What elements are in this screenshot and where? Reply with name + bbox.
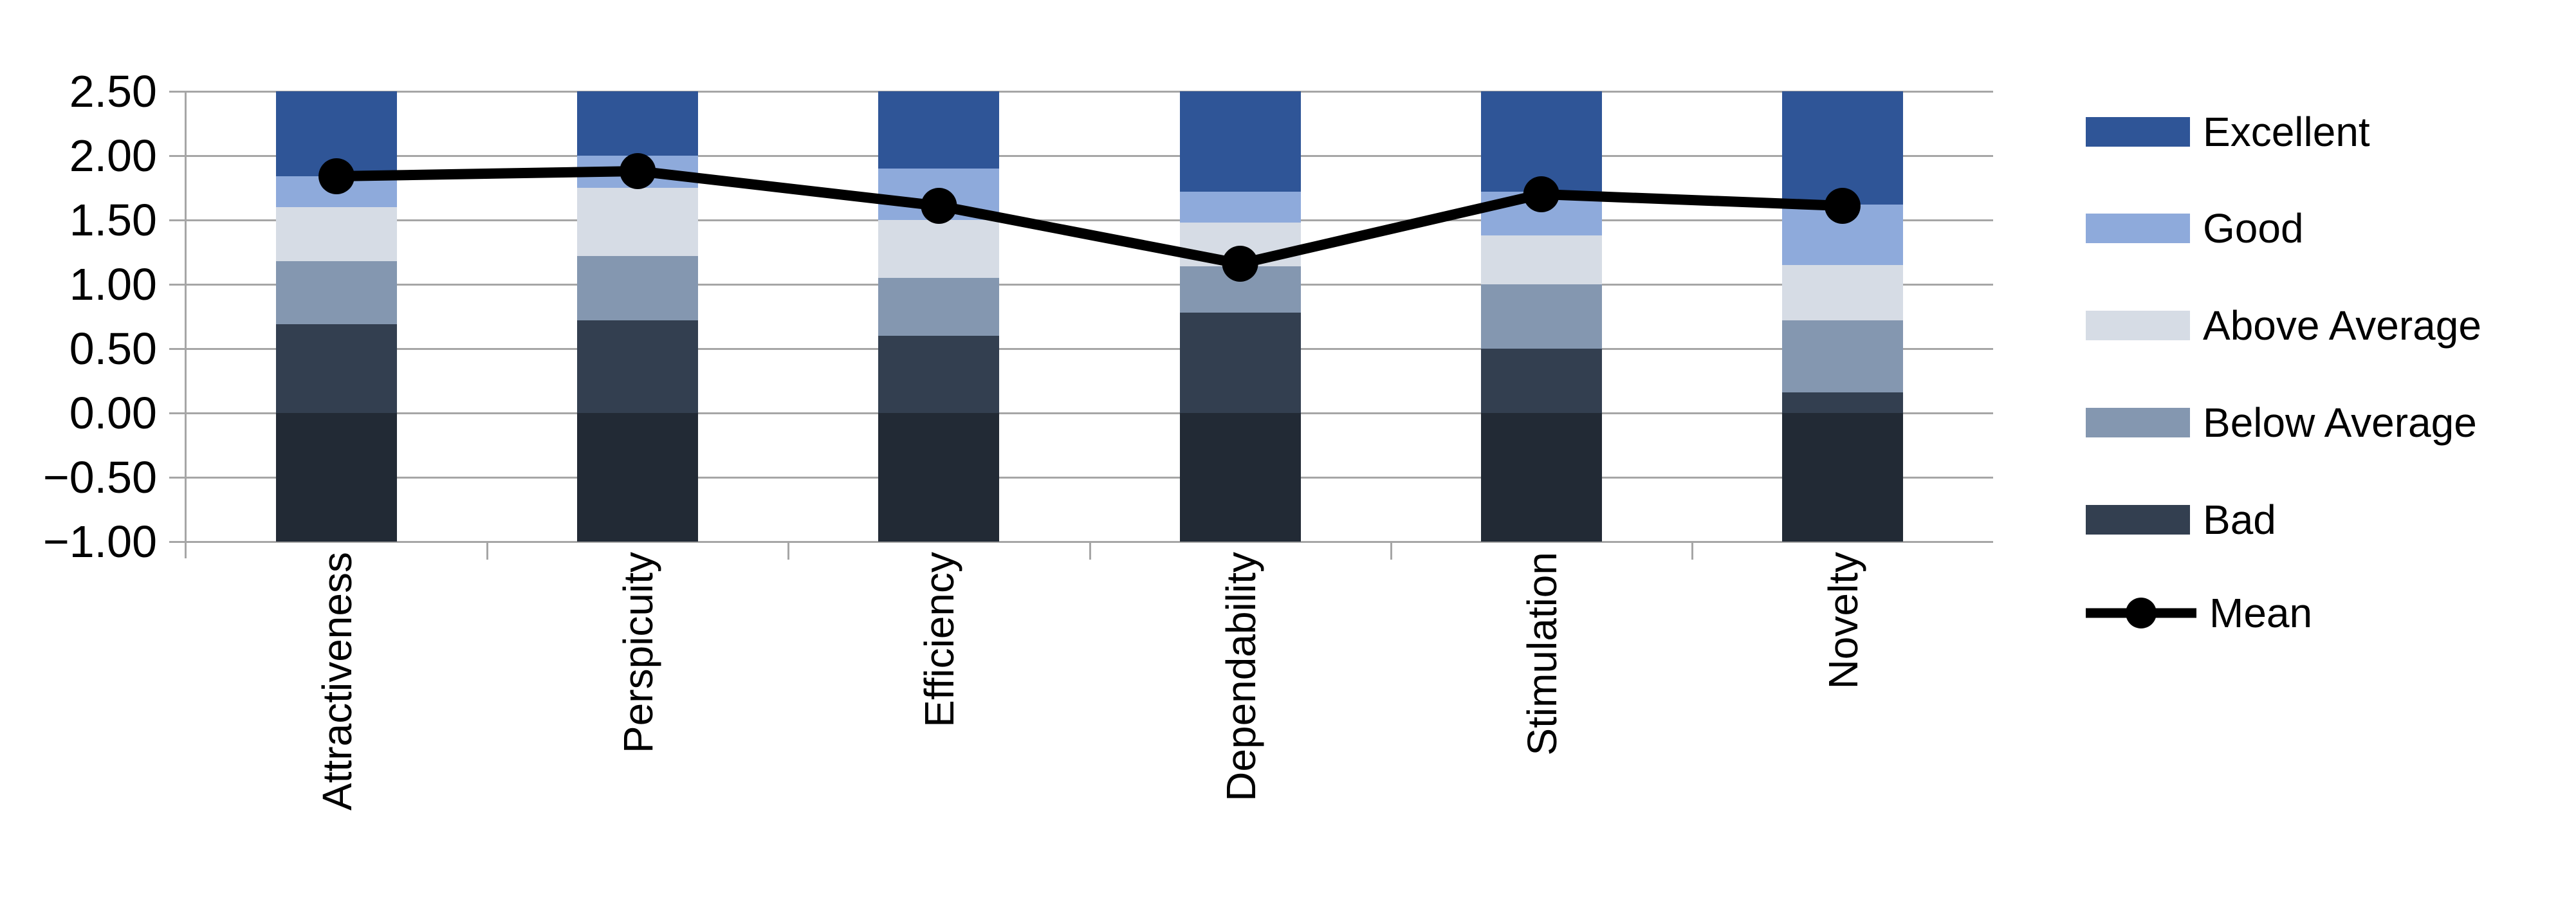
y-tick-label: 2.00 bbox=[69, 131, 157, 181]
bar-segment-base bbox=[577, 413, 699, 542]
x-axis-tick bbox=[787, 542, 790, 560]
x-axis-tick bbox=[1089, 542, 1091, 560]
bar-segment-base bbox=[1781, 413, 1903, 542]
bar-segment-excellent bbox=[1480, 91, 1602, 192]
bar-segment-excellent bbox=[1781, 91, 1903, 205]
category-label-stimulation: Stimulation bbox=[1518, 552, 1565, 756]
bar-attractiveness bbox=[276, 91, 398, 542]
bar-segment-base bbox=[276, 413, 398, 542]
legend-entry-below-average: Below Average bbox=[2086, 398, 2477, 447]
legend-label: Excellent bbox=[2203, 109, 2370, 155]
bar-segment-below_average bbox=[878, 278, 1000, 336]
mean-line-layer bbox=[318, 153, 1861, 282]
y-tick-label: −1.00 bbox=[42, 517, 157, 567]
category-label-novelty: Novelty bbox=[1819, 552, 1866, 690]
bar-segment-below_average bbox=[577, 256, 699, 320]
legend-swatch-icon bbox=[2086, 117, 2190, 147]
legend-swatch-icon bbox=[2086, 311, 2190, 340]
y-axis-line bbox=[185, 91, 187, 558]
bar-segment-bad bbox=[1179, 313, 1301, 413]
bar-stimulation bbox=[1480, 91, 1602, 542]
gridline-−1.00 bbox=[169, 541, 1993, 543]
bar-segment-bad bbox=[1480, 349, 1602, 413]
y-tick-label: 2.50 bbox=[69, 66, 157, 116]
mean-dot bbox=[1222, 246, 1258, 282]
bar-segment-bad bbox=[577, 320, 699, 413]
y-tick-label: 0.50 bbox=[69, 324, 157, 374]
gridline-2.50 bbox=[169, 91, 1993, 93]
category-label-perspicuity: Perspicuity bbox=[615, 552, 662, 753]
gridline-1.00 bbox=[169, 284, 1993, 286]
bar-segment-excellent bbox=[1179, 91, 1301, 192]
bar-segment-good bbox=[1179, 192, 1301, 223]
mean-dot bbox=[1824, 188, 1861, 224]
y-tick-label: 1.50 bbox=[69, 195, 157, 245]
mean-dot bbox=[921, 188, 957, 224]
legend-mean-marker-icon bbox=[2086, 598, 2196, 628]
legend-label: Below Average bbox=[2203, 399, 2477, 446]
gridline-−0.50 bbox=[169, 477, 1993, 479]
gridline-2.00 bbox=[169, 155, 1993, 157]
bar-segment-excellent bbox=[577, 91, 699, 156]
mean-line bbox=[336, 165, 1843, 270]
legend-swatch-icon bbox=[2086, 505, 2190, 535]
bar-segment-below_average bbox=[1781, 320, 1903, 392]
bar-segment-above_average bbox=[1781, 265, 1903, 320]
legend-label: Above Average bbox=[2203, 302, 2481, 349]
legend-entry-above-average: Above Average bbox=[2086, 301, 2481, 350]
legend-entry-mean: Mean bbox=[2086, 589, 2312, 637]
mean-dot bbox=[620, 153, 656, 189]
plot-area bbox=[169, 91, 1993, 560]
bar-segment-below_average bbox=[276, 261, 398, 324]
bar-efficiency bbox=[878, 91, 1000, 542]
legend-swatch-icon bbox=[2086, 408, 2190, 437]
legend-entry-good: Good bbox=[2086, 204, 2304, 253]
bar-segment-base bbox=[1480, 413, 1602, 542]
bar-novelty bbox=[1781, 91, 1903, 542]
legend-entry-excellent: Excellent bbox=[2086, 107, 2370, 156]
gridline-0.50 bbox=[169, 348, 1993, 350]
bar-segment-bad bbox=[276, 324, 398, 413]
gridline-0.00 bbox=[169, 412, 1993, 414]
bar-segment-above_average bbox=[276, 207, 398, 261]
category-label-dependability: Dependability bbox=[1217, 552, 1264, 802]
legend-label: Bad bbox=[2203, 497, 2276, 543]
bar-segment-below_average bbox=[1480, 284, 1602, 349]
bar-segment-excellent bbox=[878, 91, 1000, 169]
x-axis-tick bbox=[1691, 542, 1693, 560]
bar-dependability bbox=[1179, 91, 1301, 542]
bar-segment-above_average bbox=[878, 220, 1000, 278]
bar-segment-above_average bbox=[577, 188, 699, 256]
x-axis-tick bbox=[1390, 542, 1392, 560]
bar-segment-base bbox=[1179, 413, 1301, 542]
y-tick-label: −0.50 bbox=[42, 452, 157, 502]
mean-dot bbox=[1523, 176, 1559, 212]
bar-segment-bad bbox=[878, 336, 1000, 413]
legend-label: Mean bbox=[2209, 590, 2313, 636]
bar-segment-bad bbox=[1781, 392, 1903, 413]
legend-entry-bad: Bad bbox=[2086, 495, 2276, 544]
x-axis-tick bbox=[486, 542, 489, 560]
y-tick-label: 1.00 bbox=[69, 259, 157, 309]
bar-segment-base bbox=[878, 413, 1000, 542]
mean-dot bbox=[318, 158, 355, 194]
gridline-1.50 bbox=[169, 219, 1993, 221]
legend-label: Good bbox=[2203, 205, 2304, 252]
bar-segment-above_average bbox=[1480, 235, 1602, 284]
y-tick-label: 0.00 bbox=[69, 388, 157, 438]
category-label-efficiency: Efficiency bbox=[916, 552, 963, 728]
legend-swatch-icon bbox=[2086, 214, 2190, 243]
category-label-attractiveness: Attractiveness bbox=[314, 552, 361, 811]
